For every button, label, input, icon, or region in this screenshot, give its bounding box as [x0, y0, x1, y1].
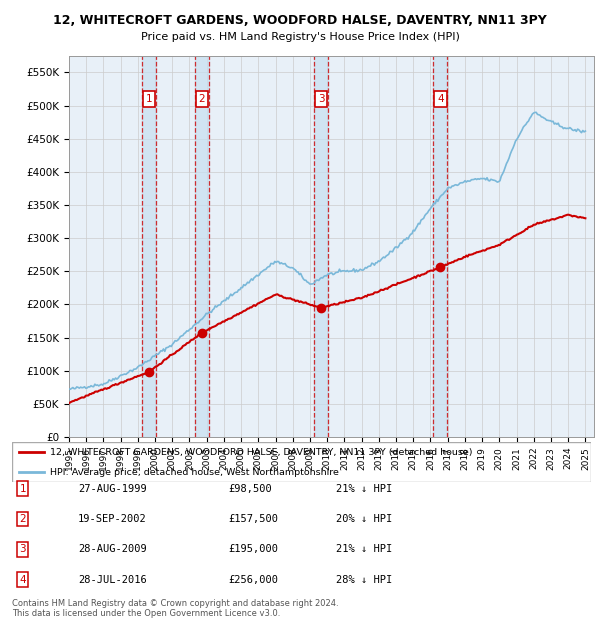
Text: £98,500: £98,500 — [228, 484, 272, 494]
Bar — [433, 56, 447, 437]
Text: 19-SEP-2002: 19-SEP-2002 — [78, 514, 147, 524]
Bar — [142, 56, 156, 437]
Bar — [195, 56, 209, 437]
Text: 2: 2 — [199, 94, 205, 104]
Bar — [314, 56, 328, 437]
Text: 1: 1 — [19, 484, 26, 494]
Text: 3: 3 — [19, 544, 26, 554]
Text: 2: 2 — [19, 514, 26, 524]
Text: 28% ↓ HPI: 28% ↓ HPI — [336, 575, 392, 585]
Text: 20% ↓ HPI: 20% ↓ HPI — [336, 514, 392, 524]
Text: 21% ↓ HPI: 21% ↓ HPI — [336, 484, 392, 494]
Text: £157,500: £157,500 — [228, 514, 278, 524]
Text: 3: 3 — [318, 94, 325, 104]
Text: 4: 4 — [437, 94, 443, 104]
Text: Price paid vs. HM Land Registry's House Price Index (HPI): Price paid vs. HM Land Registry's House … — [140, 32, 460, 42]
Text: 1: 1 — [146, 94, 152, 104]
Text: 12, WHITECROFT GARDENS, WOODFORD HALSE, DAVENTRY, NN11 3PY (detached house): 12, WHITECROFT GARDENS, WOODFORD HALSE, … — [50, 448, 472, 457]
Text: £256,000: £256,000 — [228, 575, 278, 585]
Text: 28-JUL-2016: 28-JUL-2016 — [78, 575, 147, 585]
Text: 4: 4 — [19, 575, 26, 585]
Text: 12, WHITECROFT GARDENS, WOODFORD HALSE, DAVENTRY, NN11 3PY: 12, WHITECROFT GARDENS, WOODFORD HALSE, … — [53, 14, 547, 27]
Text: 21% ↓ HPI: 21% ↓ HPI — [336, 544, 392, 554]
Text: 27-AUG-1999: 27-AUG-1999 — [78, 484, 147, 494]
Text: HPI: Average price, detached house, West Northamptonshire: HPI: Average price, detached house, West… — [50, 467, 338, 477]
Text: £195,000: £195,000 — [228, 544, 278, 554]
Text: Contains HM Land Registry data © Crown copyright and database right 2024.
This d: Contains HM Land Registry data © Crown c… — [12, 599, 338, 618]
Text: 28-AUG-2009: 28-AUG-2009 — [78, 544, 147, 554]
